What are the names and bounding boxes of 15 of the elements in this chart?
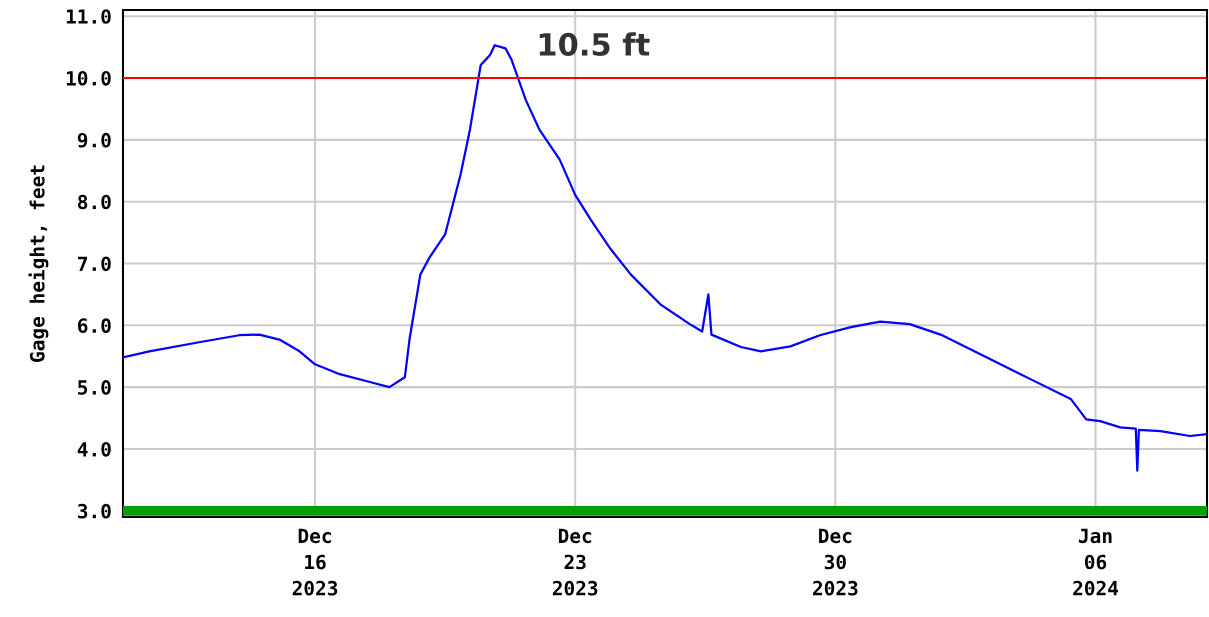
x-tick-label: Dec 30 2023 bbox=[813, 528, 858, 596]
y-tick-label: 9.0 bbox=[77, 132, 111, 148]
x-tick-label: Dec 23 2023 bbox=[552, 528, 598, 596]
y-tick-label: 4.0 bbox=[77, 441, 111, 457]
y-tick-label: 5.0 bbox=[78, 380, 111, 395]
x-tick-label: Dec 16 2023 bbox=[292, 528, 338, 596]
y-tick-label: 10.0 bbox=[66, 70, 111, 86]
y-tick-label: 11.0 bbox=[66, 9, 111, 24]
y-axis-title: Gage height, feet bbox=[28, 165, 49, 362]
x-tick-label: Jan 06 2024 bbox=[1073, 528, 1119, 596]
y-tick-label: 8.0 bbox=[77, 194, 111, 210]
y-tick-label: 6.0 bbox=[78, 318, 111, 334]
annotation: 10.5 ft bbox=[539, 32, 650, 56]
y-tick-label: 7.0 bbox=[78, 256, 111, 272]
y-tick-label: 3.0 bbox=[77, 503, 111, 519]
